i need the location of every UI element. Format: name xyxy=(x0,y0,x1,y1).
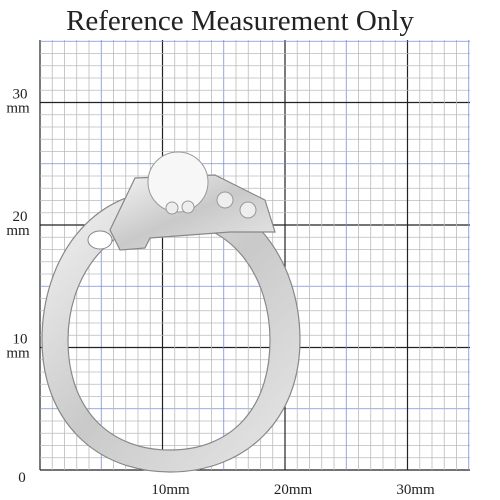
ring-hole xyxy=(87,230,113,250)
x-label: 30mm xyxy=(396,482,435,498)
zero-label: 0 xyxy=(18,470,26,486)
title: Reference Measurement Only xyxy=(66,5,414,37)
small-stone xyxy=(216,191,234,209)
x-label: 20mm xyxy=(274,482,313,498)
y-unit: mm xyxy=(6,223,30,239)
small-stone xyxy=(165,201,179,215)
ring xyxy=(41,151,301,473)
y-label: 30 xyxy=(13,87,28,103)
small-stone xyxy=(239,201,257,219)
y-unit: mm xyxy=(6,346,30,362)
small-stone xyxy=(181,200,195,214)
y-label: 20 xyxy=(13,209,28,225)
y-label: 10 xyxy=(13,332,28,348)
ring-band xyxy=(41,189,301,473)
stone xyxy=(147,151,209,213)
x-label: 10mm xyxy=(151,482,190,498)
y-unit: mm xyxy=(6,101,30,117)
